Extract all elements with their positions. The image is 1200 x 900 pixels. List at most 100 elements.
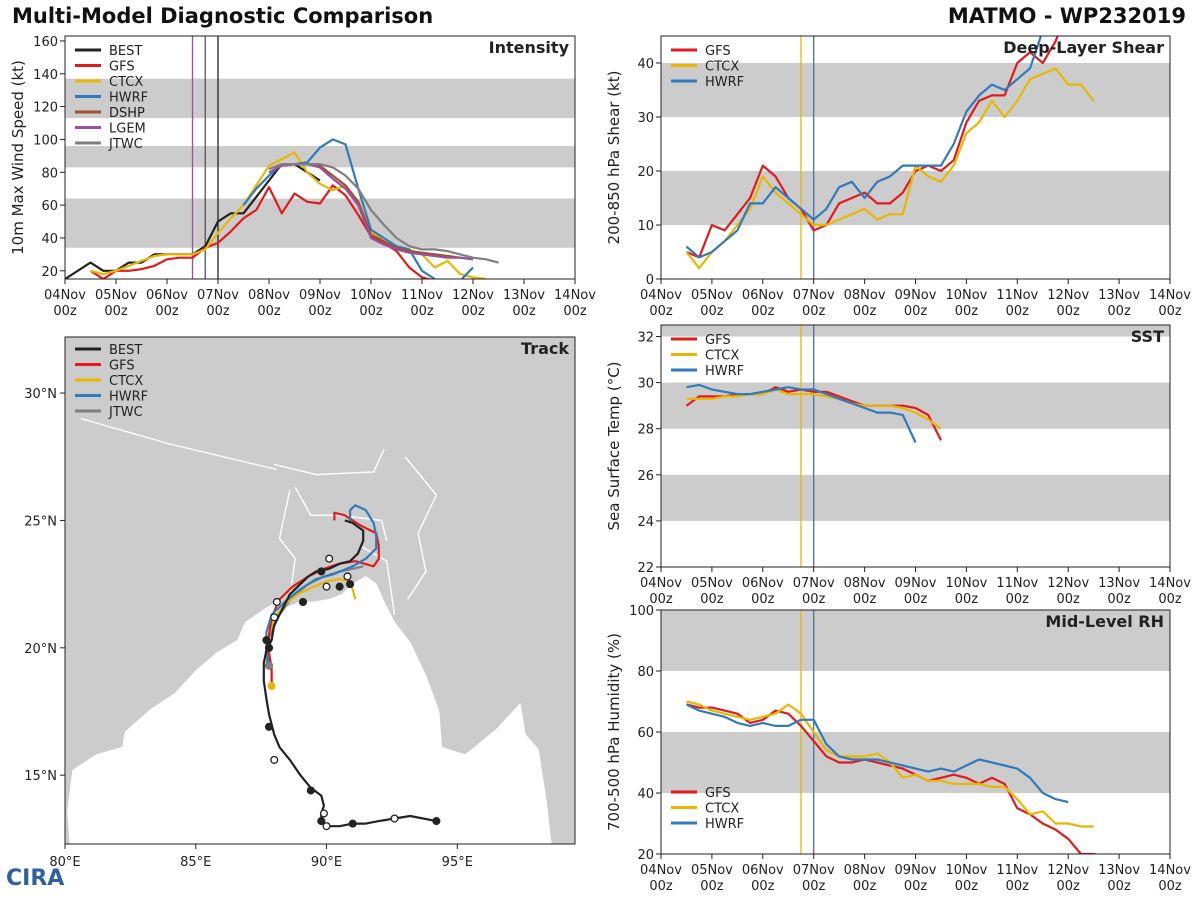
x-tick-sublabel: 00z bbox=[904, 879, 928, 894]
x-tick-sublabel: 00z bbox=[955, 304, 979, 319]
shaded-band bbox=[661, 382, 1170, 429]
legend-label-ctcx: CTCX bbox=[705, 349, 739, 364]
best-track-marker bbox=[322, 822, 331, 831]
y-tick-label: 22 bbox=[637, 561, 654, 576]
legend-label-dshp: DSHP bbox=[109, 106, 145, 121]
x-tick-label: 09Nov bbox=[895, 576, 937, 591]
x-tick-sublabel: 00z bbox=[904, 304, 928, 319]
series-line-ctcx bbox=[686, 388, 942, 430]
x-tick-label: 10Nov bbox=[945, 576, 987, 591]
y-tick-label: 160 bbox=[33, 35, 58, 50]
border-line bbox=[278, 489, 296, 597]
x-tick-label: 12Nov bbox=[1047, 576, 1089, 591]
y-axis-label: Sea Surface Temp (°C) bbox=[605, 361, 623, 530]
legend-label-lgem: LGEM bbox=[109, 122, 146, 137]
sst-chart: 22242628303204Nov00z05Nov00z06Nov00z07No… bbox=[605, 324, 1191, 607]
panel-title: Track bbox=[521, 339, 569, 358]
series-group bbox=[685, 383, 942, 443]
x-tick-sublabel: 00z bbox=[1107, 879, 1131, 894]
x-tick-sublabel: 00z bbox=[308, 304, 332, 319]
best-track-marker bbox=[270, 613, 279, 622]
lat-tick-label: 20°N bbox=[24, 642, 57, 657]
x-tick-sublabel: 00z bbox=[1006, 304, 1030, 319]
lat-tick-label: 30°N bbox=[24, 387, 57, 402]
y-tick-label: 20 bbox=[637, 848, 654, 863]
best-track-marker bbox=[270, 755, 279, 764]
x-tick-label: 07Nov bbox=[793, 863, 835, 878]
y-tick-label: 40 bbox=[637, 787, 654, 802]
y-axis-label: 10m Max Wind Speed (kt) bbox=[9, 60, 27, 255]
legend-label-hwrf: HWRF bbox=[705, 817, 744, 832]
x-tick-label: 08Nov bbox=[248, 288, 290, 303]
x-tick-label: 08Nov bbox=[844, 576, 886, 591]
ctcx-current-marker bbox=[267, 682, 276, 691]
y-tick-label: 20 bbox=[41, 265, 58, 280]
shaded-band bbox=[661, 325, 1170, 337]
page-title: Multi-Model Diagnostic Comparison bbox=[12, 4, 434, 28]
shaded-band bbox=[65, 198, 575, 248]
shaded-band bbox=[661, 474, 1170, 521]
border-line bbox=[80, 417, 277, 471]
border-line bbox=[404, 456, 438, 600]
y-tick-label: 24 bbox=[637, 515, 654, 530]
shaded-band bbox=[65, 78, 575, 119]
x-tick-label: 09Nov bbox=[895, 288, 937, 303]
logo-text: CIRA bbox=[6, 866, 65, 891]
lon-tick-label: 80°E bbox=[49, 855, 80, 870]
x-tick-label: 12Nov bbox=[1047, 288, 1089, 303]
shaded-band bbox=[661, 610, 1170, 671]
x-tick-label: 05Nov bbox=[691, 576, 733, 591]
x-tick-sublabel: 00z bbox=[802, 304, 826, 319]
x-tick-sublabel: 00z bbox=[955, 592, 979, 607]
border-line bbox=[274, 448, 385, 476]
x-tick-label: 14Nov bbox=[1149, 288, 1191, 303]
best-track-marker bbox=[335, 582, 344, 591]
shaded-band bbox=[661, 732, 1170, 793]
y-tick-label: 40 bbox=[637, 57, 654, 72]
x-tick-label: 11Nov bbox=[996, 576, 1038, 591]
x-tick-sublabel: 00z bbox=[1057, 304, 1081, 319]
storm-title: MATMO - WP232019 bbox=[947, 4, 1186, 28]
x-tick-sublabel: 00z bbox=[955, 879, 979, 894]
x-tick-sublabel: 00z bbox=[410, 304, 434, 319]
x-tick-label: 13Nov bbox=[1098, 576, 1140, 591]
x-tick-sublabel: 00z bbox=[1057, 592, 1081, 607]
series-group bbox=[65, 138, 499, 279]
y-tick-label: 80 bbox=[41, 166, 58, 181]
legend-label-jtwc: JTWC bbox=[108, 405, 143, 420]
x-tick-label: 05Nov bbox=[691, 863, 733, 878]
border-line bbox=[360, 545, 396, 615]
x-tick-label: 08Nov bbox=[844, 863, 886, 878]
y-tick-label: 30 bbox=[637, 377, 654, 392]
legend-label-best: BEST bbox=[109, 44, 142, 59]
best-track-marker bbox=[390, 814, 399, 823]
legend-label-gfs: GFS bbox=[109, 359, 135, 374]
x-tick-sublabel: 00z bbox=[206, 304, 230, 319]
x-tick-sublabel: 00z bbox=[1006, 592, 1030, 607]
x-tick-sublabel: 00z bbox=[1057, 879, 1081, 894]
series-group bbox=[687, 36, 1171, 270]
y-tick-label: 80 bbox=[637, 665, 654, 680]
x-tick-label: 13Nov bbox=[503, 288, 545, 303]
x-tick-sublabel: 00z bbox=[751, 592, 775, 607]
legend-label-gfs: GFS bbox=[705, 333, 731, 348]
x-tick-sublabel: 00z bbox=[649, 304, 673, 319]
x-tick-sublabel: 00z bbox=[257, 304, 281, 319]
series-line-jtwc bbox=[268, 163, 499, 264]
legend-label-hwrf: HWRF bbox=[109, 390, 148, 405]
x-tick-sublabel: 00z bbox=[853, 304, 877, 319]
x-tick-label: 06Nov bbox=[146, 288, 188, 303]
x-tick-label: 06Nov bbox=[742, 576, 784, 591]
y-tick-label: 100 bbox=[33, 133, 58, 148]
x-tick-sublabel: 00z bbox=[649, 879, 673, 894]
best-track-marker bbox=[262, 636, 271, 645]
y-tick-label: 28 bbox=[637, 423, 654, 438]
x-tick-sublabel: 00z bbox=[802, 879, 826, 894]
x-tick-sublabel: 00z bbox=[802, 592, 826, 607]
y-tick-label: 140 bbox=[33, 68, 58, 83]
y-tick-label: 0 bbox=[646, 273, 654, 288]
x-tick-label: 04Nov bbox=[640, 576, 682, 591]
y-tick-label: 10 bbox=[637, 219, 654, 234]
x-tick-sublabel: 00z bbox=[751, 879, 775, 894]
x-tick-label: 06Nov bbox=[742, 863, 784, 878]
